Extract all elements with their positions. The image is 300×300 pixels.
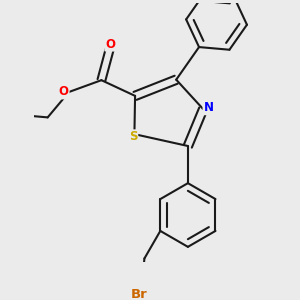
Text: O: O: [59, 85, 69, 98]
Text: Br: Br: [131, 288, 148, 300]
Text: N: N: [203, 101, 214, 114]
Text: O: O: [105, 38, 115, 51]
Text: S: S: [129, 130, 137, 143]
